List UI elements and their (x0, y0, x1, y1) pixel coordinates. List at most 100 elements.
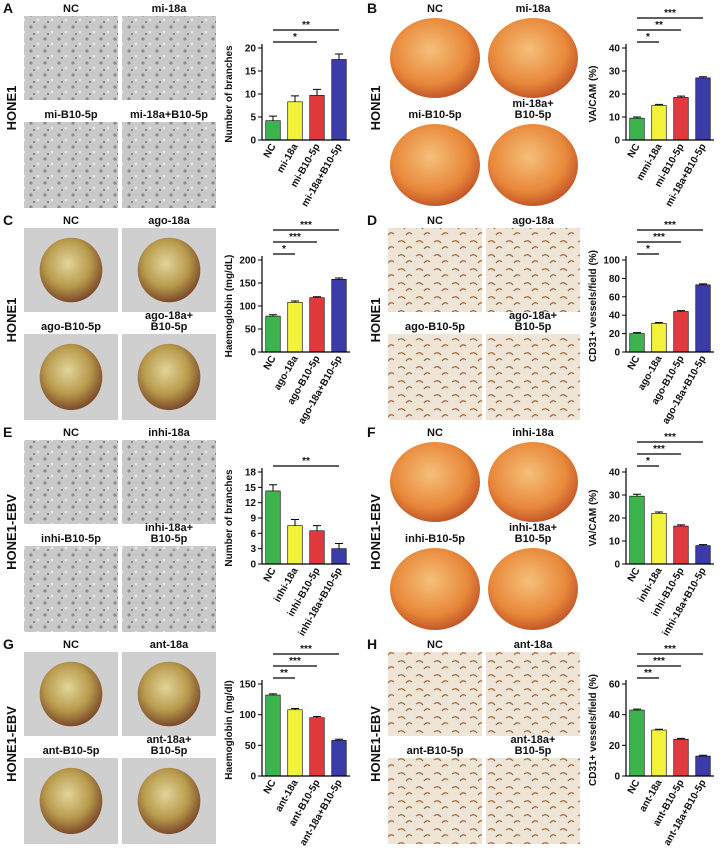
micrograph (122, 16, 216, 100)
panel-letter: G (3, 636, 14, 652)
bar (309, 717, 325, 777)
sig-label: * (282, 244, 286, 255)
bar (287, 709, 303, 777)
y-tick-label: 100 (239, 302, 256, 313)
error-bar (269, 484, 277, 491)
y-tick-label: 0 (614, 348, 620, 359)
error-bar (269, 115, 277, 121)
ihc-image (486, 652, 580, 736)
error-bar (655, 103, 663, 106)
error-bar (335, 277, 343, 280)
bar (629, 709, 645, 777)
sig-label: *** (300, 220, 312, 231)
ihc-image (388, 758, 482, 844)
y-tick-label: 200 (239, 256, 256, 267)
sig-label: *** (653, 656, 665, 667)
image-caption: NC (63, 215, 79, 227)
cell-line-label: HONE1-EBV (4, 494, 19, 570)
x-tick-label: NC (262, 354, 279, 372)
tumor-photo (137, 237, 201, 303)
bar (695, 545, 711, 565)
tumor-photo (39, 767, 103, 835)
bar (695, 284, 711, 353)
image-caption: inhi-18a+ (509, 522, 557, 534)
sig-label: ** (280, 668, 288, 679)
tumor-photo (137, 661, 201, 727)
cell-line-label: HONE1 (368, 86, 383, 131)
image-caption: B10-5p (515, 109, 552, 121)
x-tick-label: NC (626, 354, 643, 372)
bar (331, 740, 347, 777)
image-caption: B10-5p (515, 321, 552, 333)
image-caption: NC (63, 3, 79, 15)
error-bar (269, 314, 277, 317)
ihc-image (486, 758, 580, 844)
cell-line-label: HONE1-EBV (4, 706, 19, 782)
x-tick-label: NC (262, 142, 279, 160)
sig-label: * (646, 32, 650, 43)
y-tick-label: 40 (609, 44, 621, 55)
error-bar (269, 693, 277, 696)
y-tick-label: 20 (245, 44, 257, 55)
cam-photo (390, 442, 480, 522)
bar (265, 120, 281, 141)
y-tick-label: 30 (609, 491, 621, 502)
bar (331, 279, 347, 353)
error-bar (335, 738, 343, 741)
bar (287, 302, 303, 353)
error-bar (313, 296, 321, 298)
y-tick-label: 40 (609, 710, 621, 721)
image-caption: B10-5p (151, 321, 188, 333)
bar (309, 530, 325, 565)
image-caption: mi-B10-5p (408, 109, 461, 121)
cam-photo (390, 124, 480, 206)
panel-letter: E (3, 424, 12, 440)
sig-label: *** (289, 656, 301, 667)
bar (265, 490, 281, 565)
error-bar (677, 310, 685, 312)
sig-label: ** (644, 668, 652, 679)
sig-label: *** (664, 8, 676, 19)
y-tick-label: 0 (250, 772, 256, 783)
sig-label: *** (664, 220, 676, 231)
image-caption: B10-5p (151, 533, 188, 545)
y-tick-label: 20 (609, 514, 621, 525)
tumor-photo (39, 661, 103, 727)
bar (287, 101, 303, 141)
bar (695, 77, 711, 141)
y-axis-label: Number of branches (224, 45, 235, 143)
image-caption: mi-18a (152, 3, 188, 15)
image-caption: ant-18a+ (147, 734, 192, 746)
image-caption: mi-18a (516, 3, 552, 15)
sig-label: *** (664, 432, 676, 443)
y-tick-label: 40 (609, 468, 621, 479)
sig-label: ** (655, 20, 663, 31)
micrograph (122, 546, 216, 632)
bar (651, 323, 667, 353)
y-tick-label: 0 (614, 560, 620, 571)
ihc-image (388, 652, 482, 736)
image-caption: NC (427, 639, 443, 651)
ihc-image (486, 228, 580, 312)
error-bar (699, 544, 707, 546)
y-axis-label: Number of branches (224, 469, 235, 567)
image-caption: ago-B10-5p (41, 321, 101, 333)
cam-photo (390, 548, 480, 630)
y-tick-label: 50 (245, 741, 257, 752)
bar (265, 694, 281, 777)
micrograph (122, 122, 216, 208)
image-caption: inhi-18a+ (145, 522, 193, 534)
y-tick-label: 3 (250, 544, 256, 555)
error-bar (313, 88, 321, 96)
image-caption: mi-18a+B10-5p (130, 109, 208, 121)
error-bar (291, 519, 299, 526)
y-tick-label: 60 (609, 292, 621, 303)
y-tick-label: 150 (239, 279, 256, 290)
y-tick-label: 18 (245, 468, 257, 479)
error-bar (655, 322, 663, 324)
y-tick-label: 0 (250, 348, 256, 359)
bar (309, 95, 325, 141)
image-caption: NC (427, 427, 443, 439)
y-tick-label: 100 (603, 256, 620, 267)
cam-photo (488, 18, 578, 98)
